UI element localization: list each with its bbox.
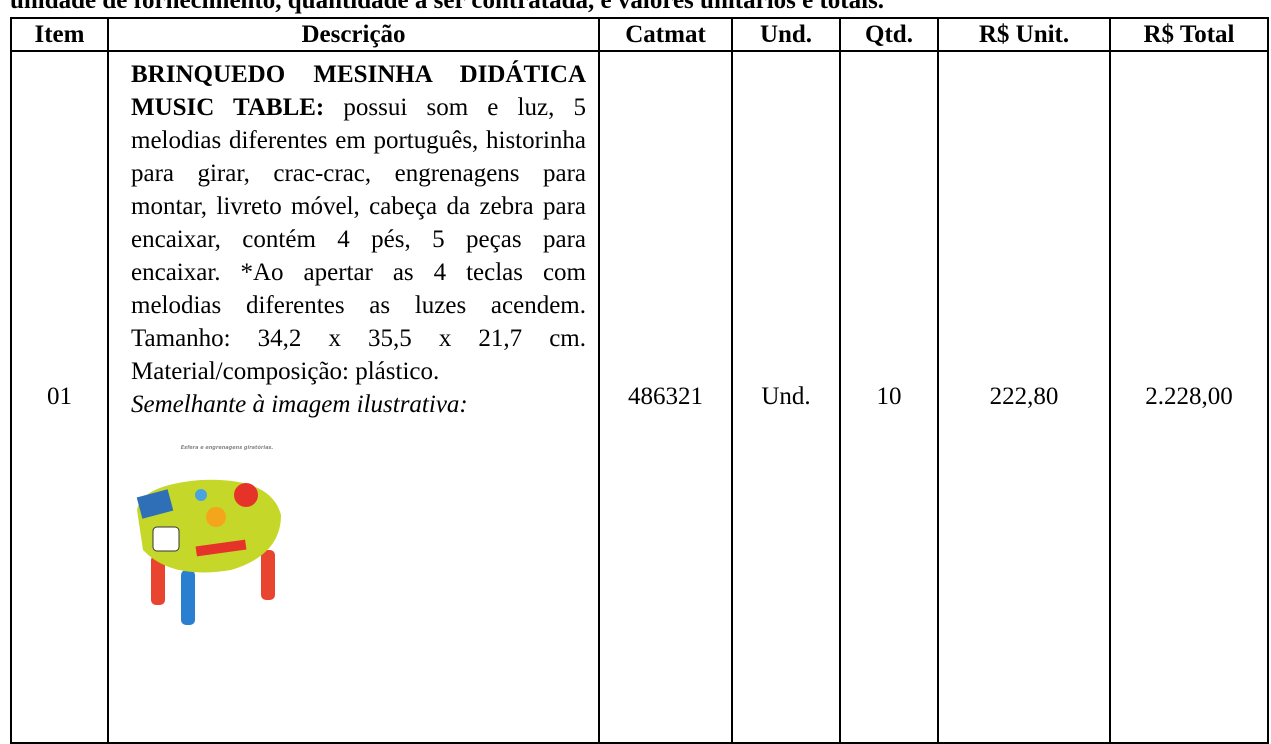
items-table: Item Descrição Catmat Und. Qtd. R$ Unit.… (10, 17, 1269, 744)
table-leg (151, 555, 165, 605)
table-leg (261, 550, 275, 600)
column-header: Descrição (107, 17, 600, 52)
column-header: R$ Unit. (937, 17, 1111, 52)
dial (234, 483, 258, 507)
image-caption: Esfera e engrenagens giratórias. (181, 444, 274, 451)
catmat-cell: 486321 (598, 50, 733, 744)
heading-text: unidade de fornecimento, quantidade a se… (10, 0, 885, 14)
gear (195, 489, 207, 501)
total-cell: 2.228,00 (1109, 50, 1269, 744)
column-header: Item (10, 17, 109, 52)
product-image: Esfera e engrenagens giratórias. (136, 444, 281, 625)
description: BRINQUEDO MESINHA DIDÁTICA MUSIC TABLE: … (131, 58, 586, 388)
gear (206, 507, 226, 527)
description-cell: BRINQUEDO MESINHA DIDÁTICA MUSIC TABLE: … (107, 50, 600, 744)
quantity-cell: 10 (839, 50, 939, 744)
unit-cell: Und. (731, 50, 841, 744)
column-header: Catmat (598, 17, 733, 52)
book (136, 489, 174, 519)
table-leg (181, 570, 195, 625)
description-title: BRINQUEDO MESINHA DIDÁTICA MUSIC TABLE: (131, 61, 586, 121)
item-cell: 01 (10, 50, 109, 744)
header-row: Item Descrição Catmat Und. Qtd. R$ Unit.… (10, 17, 1269, 52)
unit-price-cell: 222,80 (937, 50, 1111, 744)
column-header: R$ Total (1109, 17, 1269, 52)
zebra (152, 526, 180, 552)
keys (195, 539, 247, 557)
description-note: Semelhante à imagem ilustrativa: (131, 391, 468, 418)
description-body: possui som e luz, 5 melodias diferentes … (131, 94, 587, 385)
column-header: Und. (731, 17, 841, 52)
column-header: Qtd. (839, 17, 939, 52)
item-row: 01 BRINQUEDO MESINHA DIDÁTICA MUSIC TABL… (10, 50, 1269, 744)
